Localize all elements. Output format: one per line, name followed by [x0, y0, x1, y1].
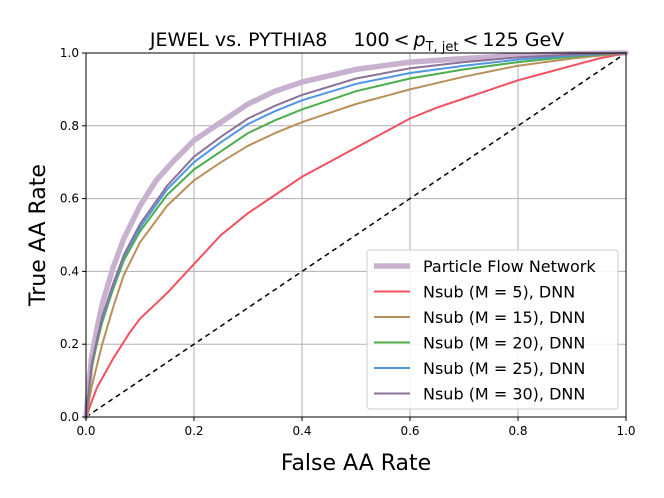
x-axis-label: False AA Rate [281, 451, 431, 476]
legend-box [366, 249, 619, 410]
legend-label-nsub-m-20-dnn: Nsub (M = 20), DNN [423, 334, 585, 353]
y-axis-label: True AA Rate [26, 164, 51, 307]
y-axis-ticks: 0.0 0.2 0.4 0.6 0.8 1.0 [60, 46, 86, 424]
y-tick-label: 0.4 [60, 264, 79, 278]
legend-label-nsub-m-30-dnn: Nsub (M = 30), DNN [423, 385, 585, 404]
title-range-high: 125 GeV [482, 29, 564, 51]
title-lt-1: < [394, 29, 410, 51]
legend-label-nsub-m-5-dnn: Nsub (M = 5), DNN [423, 283, 575, 302]
y-tick-label: 1.0 [60, 46, 79, 60]
x-tick-label: 0.8 [508, 424, 527, 438]
x-tick-label: 0.2 [184, 424, 203, 438]
title-var: p [413, 29, 426, 51]
series-line-nsub-m-15-dnn [85, 52, 627, 418]
reference-diagonal [85, 52, 627, 418]
series-line-nsub-m-30-dnn [85, 52, 627, 418]
chart-title: JEWEL vs. PYTHIA8 100 < pT, jet <125 GeV [149, 29, 564, 55]
legend-label-nsub-m-15-dnn: Nsub (M = 15), DNN [423, 308, 585, 327]
plot-frame [85, 52, 627, 418]
x-tick-label: 0.4 [292, 424, 311, 438]
title-prefix: JEWEL vs. PYTHIA8 [149, 29, 327, 51]
reference-line-group [85, 52, 627, 418]
title-lt-2: < [463, 29, 479, 51]
series-line-nsub-m-5-dnn [85, 52, 627, 418]
x-tick-label: 0.0 [76, 424, 95, 438]
x-tick-label: 0.6 [400, 424, 419, 438]
legend: Particle Flow Network Nsub (M = 5), DNN Ns… [366, 249, 619, 410]
series-line-particle-flow-network [83, 50, 629, 420]
x-axis-ticks: 0.0 0.2 0.4 0.6 0.8 1.0 [76, 417, 636, 438]
y-tick-label: 0.2 [60, 337, 79, 351]
title-var-sub: T, jet [425, 40, 459, 55]
y-tick-label: 0.8 [60, 119, 79, 133]
series-group [83, 50, 629, 420]
legend-label-particle-flow-network: Particle Flow Network [423, 257, 596, 276]
y-tick-label: 0.6 [60, 192, 79, 206]
title-range-low: 100 [353, 29, 389, 51]
y-tick-label: 0.0 [60, 410, 79, 424]
legend-label-nsub-m-25-dnn: Nsub (M = 25), DNN [423, 359, 585, 378]
x-tick-label: 1.0 [616, 424, 635, 438]
